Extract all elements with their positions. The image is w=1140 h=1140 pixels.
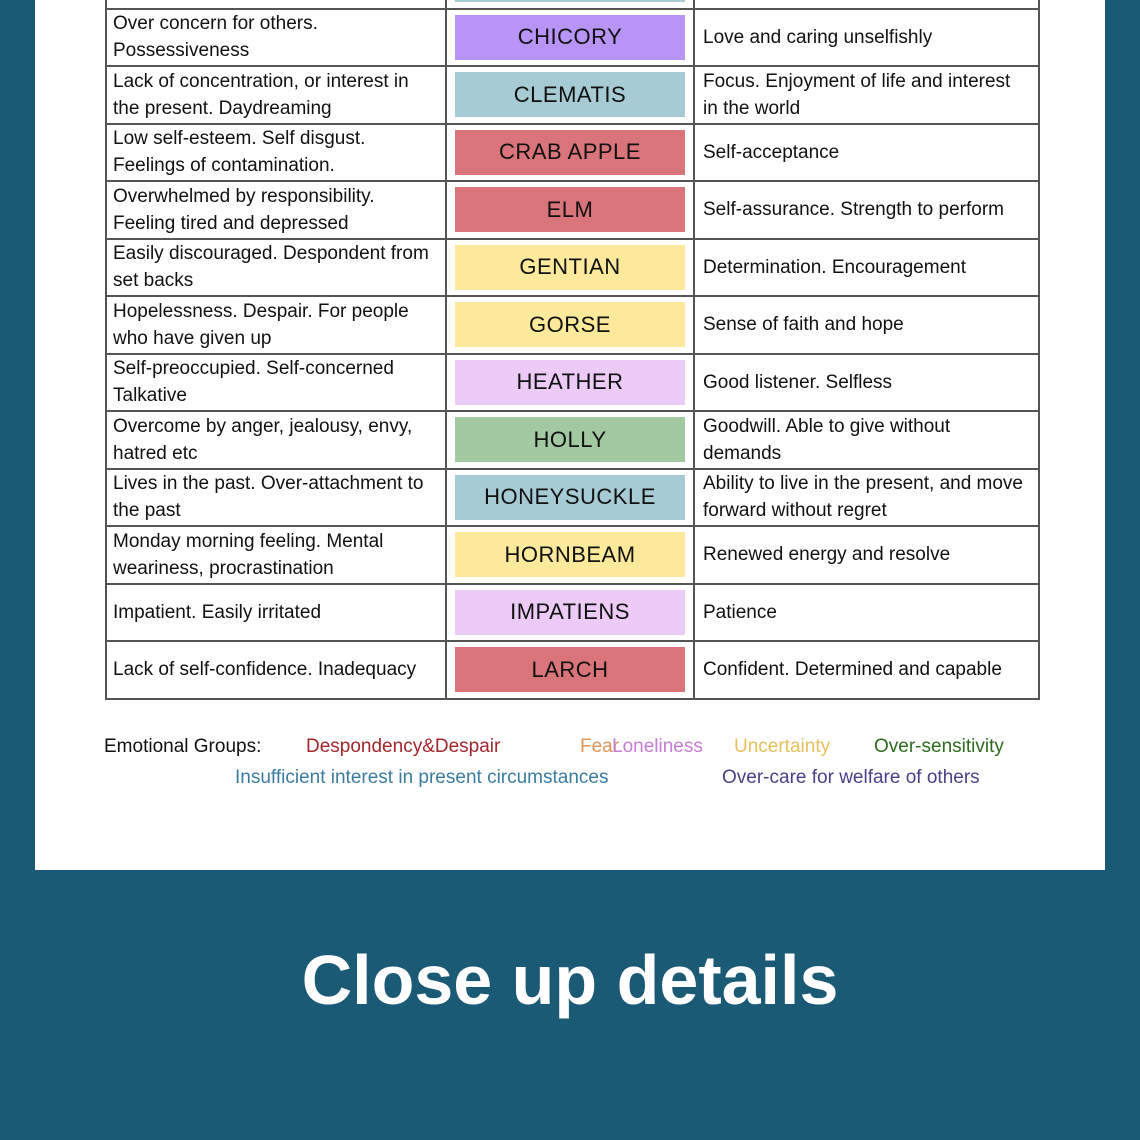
remedy-cell: LARCH xyxy=(447,642,695,698)
legend-item: Over-sensitivity xyxy=(874,736,1004,757)
remedy-cell: HONEYSUCKLE xyxy=(447,469,695,525)
symptom: mistakes and experiences xyxy=(107,0,447,8)
outcome: Self-assurance. Strength to perform xyxy=(703,199,1004,221)
outcome: Self-acceptance xyxy=(703,141,840,163)
remedy-label: HONEYSUCKLE xyxy=(455,474,685,520)
remedy-label: HEATHER xyxy=(455,359,685,405)
remedy-label: HORNBEAM xyxy=(455,532,685,578)
remedy-label xyxy=(455,0,685,3)
remedy-cell xyxy=(447,0,695,8)
symptom: Easily discouraged. Despondent from set … xyxy=(107,239,447,295)
remedy-cell: ELM xyxy=(447,182,695,238)
table-row: Overwhelmed by responsibility. Feeling t… xyxy=(107,182,1038,240)
symptom: Lives in the past. Over-attachment to th… xyxy=(107,469,447,525)
table-row: Self-preoccupied. Self-concerned Talkati… xyxy=(107,354,1038,412)
outcome: Sense of faith and hope xyxy=(703,314,904,336)
table-row: Lack of concentration, or interest in th… xyxy=(107,67,1038,125)
legend-item: Despondency&Despair xyxy=(306,736,501,757)
remedy-cell: HEATHER xyxy=(447,354,695,410)
remedy-cell: GENTIAN xyxy=(447,239,695,295)
outcome: Goodwill. Able to give without demands xyxy=(703,415,951,464)
outcome: Ability to live in the present, and move… xyxy=(703,473,1024,522)
symptom: Hopelessness. Despair. For people who ha… xyxy=(107,297,447,353)
symptom: Monday morning feeling. Mental weariness… xyxy=(107,527,447,583)
table-row: Easily discouraged. Despondent from set … xyxy=(107,239,1038,297)
remedy-cell: CRAB APPLE xyxy=(447,124,695,180)
remedy-label: IMPATIENS xyxy=(455,589,685,635)
remedy-table: mistakes and experiences mistakes. Insigh… xyxy=(105,0,1040,700)
symptom: Impatient. Easily irritated xyxy=(107,584,447,640)
remedy-cell: HORNBEAM xyxy=(447,527,695,583)
outcome: Good listener. Selfless xyxy=(703,371,893,393)
remedy-label: CRAB APPLE xyxy=(455,129,685,175)
table-row: Lives in the past. Over-attachment to th… xyxy=(107,469,1038,527)
table-row: Overcome by anger, jealousy, envy, hatre… xyxy=(107,412,1038,470)
symptom: Over concern for others. Possessiveness xyxy=(107,9,447,65)
table-row: Impatient. Easily irritated IMPATIENS Pati… xyxy=(107,584,1038,642)
remedy-cell: GORSE xyxy=(447,297,695,353)
outcome: Renewed energy and resolve xyxy=(703,544,951,566)
remedy-label: GENTIAN xyxy=(455,244,685,290)
table-row: Hopelessness. Despair. For people who ha… xyxy=(107,297,1038,355)
symptom: Overwhelmed by responsibility. Feeling t… xyxy=(107,182,447,238)
table-row: mistakes and experiences mistakes. Insigh… xyxy=(107,0,1038,10)
symptom: Lack of concentration, or interest in th… xyxy=(107,67,447,123)
remedy-cell: HOLLY xyxy=(447,412,695,468)
remedy-label: CHICORY xyxy=(455,14,685,60)
remedy-label: GORSE xyxy=(455,302,685,348)
symptom: Self-preoccupied. Self-concerned Talkati… xyxy=(107,354,447,410)
legend-item: Insufficient interest in present circums… xyxy=(235,767,609,788)
table-row: Monday morning feeling. Mental weariness… xyxy=(107,527,1038,585)
outcome: Determination. Encouragement xyxy=(703,256,966,278)
legend-item: Loneliness xyxy=(612,736,703,757)
symptom: Lack of self-confidence. Inadequacy xyxy=(107,642,447,698)
remedy-cell: CHICORY xyxy=(447,9,695,65)
remedy-label: ELM xyxy=(455,187,685,233)
remedy-cell: IMPATIENS xyxy=(447,584,695,640)
outcome: Focus. Enjoyment of life and interest in… xyxy=(703,70,1011,119)
table-row: Over concern for others. Possessiveness C… xyxy=(107,9,1038,67)
footer-title: Close up details xyxy=(301,941,839,1019)
outcome: mistakes. Insights xyxy=(695,0,1038,8)
remedy-cell: CLEMATIS xyxy=(447,67,695,123)
remedy-label: HOLLY xyxy=(455,417,685,463)
remedy-label: CLEMATIS xyxy=(455,72,685,118)
legend-item: Uncertainty xyxy=(734,736,831,757)
outcome: Confident. Determined and capable xyxy=(703,659,1002,681)
outcome: Love and caring unselfishly xyxy=(703,26,933,48)
table-row: Low self-esteem. Self disgust. Feelings … xyxy=(107,124,1038,182)
remedy-label: LARCH xyxy=(455,647,685,693)
outcome: Patience xyxy=(703,601,777,623)
legend-item: Over-care for welfare of others xyxy=(722,767,980,788)
symptom: Overcome by anger, jealousy, envy, hatre… xyxy=(107,412,447,468)
legend-title: Emotional Groups: xyxy=(104,736,262,757)
sheet: mistakes and experiences mistakes. Insigh… xyxy=(35,0,1105,870)
legend-item: Fear xyxy=(580,736,620,757)
symptom: Low self-esteem. Self disgust. Feelings … xyxy=(107,124,447,180)
table-row: Lack of self-confidence. Inadequacy LARCH… xyxy=(107,642,1038,700)
